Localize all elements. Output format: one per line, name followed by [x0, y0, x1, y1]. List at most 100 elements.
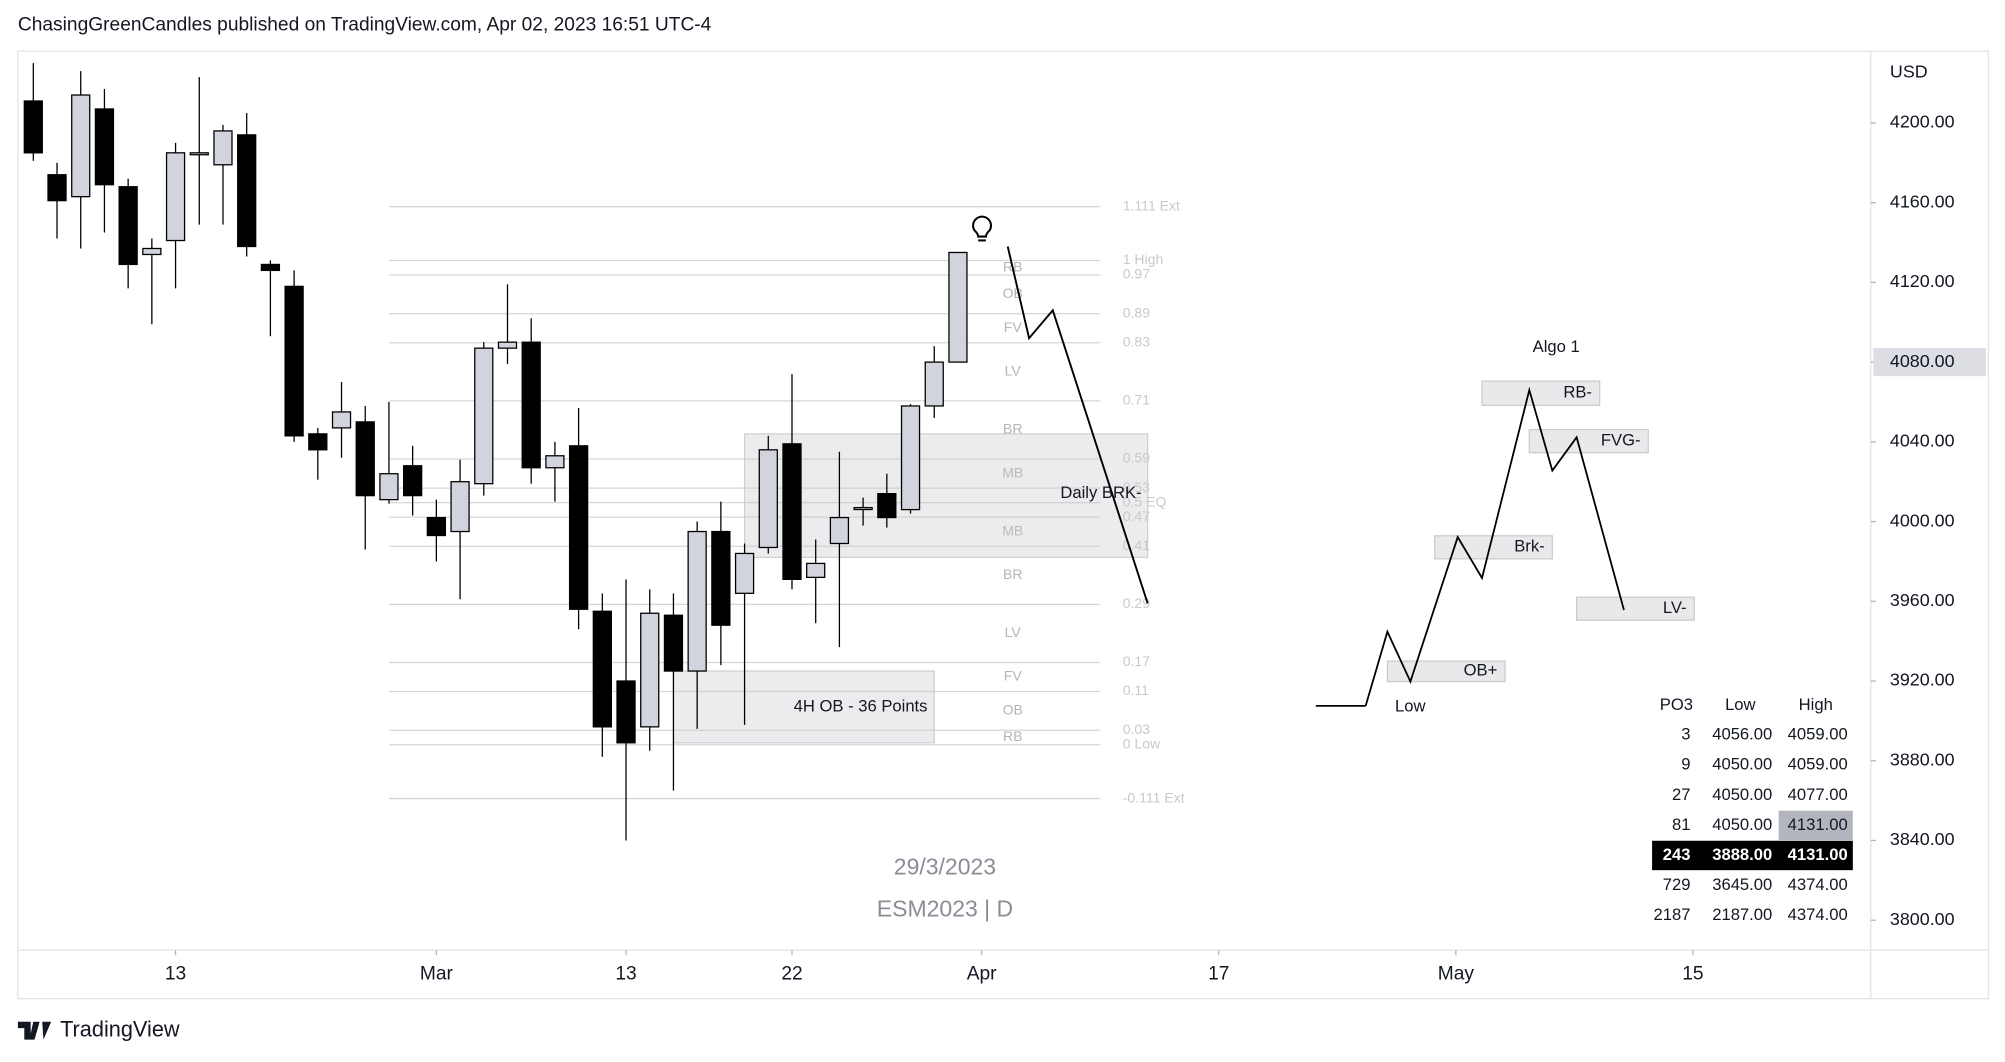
candle-body	[687, 530, 707, 672]
candle-body	[663, 614, 684, 672]
candle-body	[545, 455, 565, 469]
fib-label: 0.89	[1123, 304, 1151, 320]
table-cell: 9	[1681, 755, 1690, 774]
algo-box	[1528, 429, 1649, 454]
algo-low-label: Low	[1395, 697, 1426, 716]
candle-body	[877, 493, 897, 519]
fib-label: 1.111 Ext	[1123, 197, 1180, 213]
y-tick-label: 4200.00	[1890, 112, 1955, 132]
fib-label: -0.111 Ext	[1123, 789, 1185, 805]
zone-box	[743, 433, 1149, 559]
unit-label: USD	[1890, 62, 1928, 82]
y-tick-label: 3960.00	[1890, 590, 1955, 610]
table-cell: 3645.00	[1712, 875, 1772, 894]
table-cell: 243	[1663, 845, 1691, 864]
fib-label: 0.11	[1123, 682, 1149, 698]
fib-zone-label: LV	[1005, 624, 1022, 640]
candle-body	[379, 473, 399, 501]
last-price-tag	[1873, 348, 1986, 377]
footer-brand: TradingView	[60, 1016, 180, 1041]
table-header: High	[1799, 695, 1833, 714]
candle-body	[213, 130, 233, 166]
fib-zone-label: BR	[1003, 566, 1023, 582]
candle-body	[142, 247, 162, 256]
fib-zone-label: LV	[1005, 363, 1022, 379]
algo-box	[1386, 660, 1506, 683]
candle-body	[47, 174, 67, 202]
y-tick-label: 3920.00	[1890, 670, 1955, 690]
x-tick-label: 15	[1682, 963, 1703, 984]
projection-line	[1006, 246, 1149, 604]
candle-body	[616, 680, 636, 744]
table-cell: 27	[1672, 785, 1690, 804]
fib-label: 0.47	[1123, 508, 1151, 524]
candle-body	[165, 152, 186, 242]
y-tick-label: 3880.00	[1890, 749, 1955, 769]
candle-body	[782, 443, 802, 581]
fib-label: 1 High	[1123, 251, 1164, 267]
candle-body	[711, 530, 731, 626]
candle-body	[474, 347, 494, 485]
candle-body	[948, 251, 968, 363]
fib-label: 0.83	[1123, 334, 1151, 350]
algo-label: FVG-	[1601, 431, 1641, 450]
table-cell: 4131.00	[1788, 815, 1848, 834]
y-tick-label: 4120.00	[1890, 271, 1955, 291]
table-cell: 81	[1672, 815, 1690, 834]
algo-label: RB-	[1563, 383, 1592, 402]
candle-body	[829, 516, 850, 545]
watermark: ESM2023 | D	[877, 896, 1013, 922]
fib-label: 0.71	[1123, 392, 1151, 408]
fib-label: 0.29	[1123, 595, 1151, 611]
candle-body	[331, 411, 352, 429]
x-tick-label: 22	[781, 963, 802, 984]
candle-body	[403, 465, 423, 497]
fib-zone-label: BR	[1003, 421, 1023, 437]
table-row-highlight	[1652, 840, 1853, 871]
fib-zone-label: MB	[1002, 522, 1023, 538]
candle-body	[284, 285, 304, 437]
table-cell: 4059.00	[1788, 725, 1848, 744]
candle-body	[900, 405, 921, 511]
candle-body	[118, 186, 138, 266]
table-header: PO3	[1660, 695, 1693, 714]
candle-body	[497, 341, 518, 349]
candle-body	[189, 152, 209, 156]
table-cell: 2187.00	[1712, 905, 1772, 924]
x-tick-label: Apr	[967, 963, 997, 984]
candle-body	[355, 421, 375, 497]
x-tick-label: 13	[165, 963, 186, 984]
candle-body	[806, 562, 826, 579]
table-cell: 4059.00	[1788, 755, 1848, 774]
fib-label: 0.53	[1123, 479, 1151, 495]
fib-zone-label: RB	[1003, 728, 1023, 744]
candle-body	[426, 516, 447, 537]
fib-label: 0.5 EQ	[1123, 493, 1167, 509]
table-cell: 4056.00	[1712, 725, 1772, 744]
table-cell: 4374.00	[1788, 905, 1848, 924]
table-cell: 3	[1681, 725, 1690, 744]
algo-label: LV-	[1663, 598, 1687, 617]
algo-title: Algo 1	[1533, 337, 1580, 356]
candle-body	[640, 612, 660, 728]
candle-body	[521, 341, 541, 469]
candle-body	[94, 108, 115, 186]
y-tick-label: 4000.00	[1890, 510, 1955, 530]
table-cell: 4131.00	[1788, 845, 1848, 864]
x-tick-label: 13	[615, 963, 636, 984]
table-cell: 3888.00	[1712, 845, 1772, 864]
candle-body	[23, 100, 43, 154]
zone-box-label: 4H OB - 36 Points	[794, 697, 928, 716]
x-tick-label: Mar	[420, 963, 454, 984]
candle-body	[853, 506, 873, 511]
fib-label: 0 Low	[1123, 736, 1161, 752]
table-cell: 4050.00	[1712, 815, 1772, 834]
candle-body	[260, 263, 281, 272]
header: ChasingGreenCandles published on Trading…	[18, 15, 712, 36]
x-tick-label: 17	[1208, 963, 1229, 984]
fib-label: 0.97	[1123, 266, 1151, 282]
candle-body	[237, 134, 257, 248]
candle-body	[308, 433, 328, 451]
